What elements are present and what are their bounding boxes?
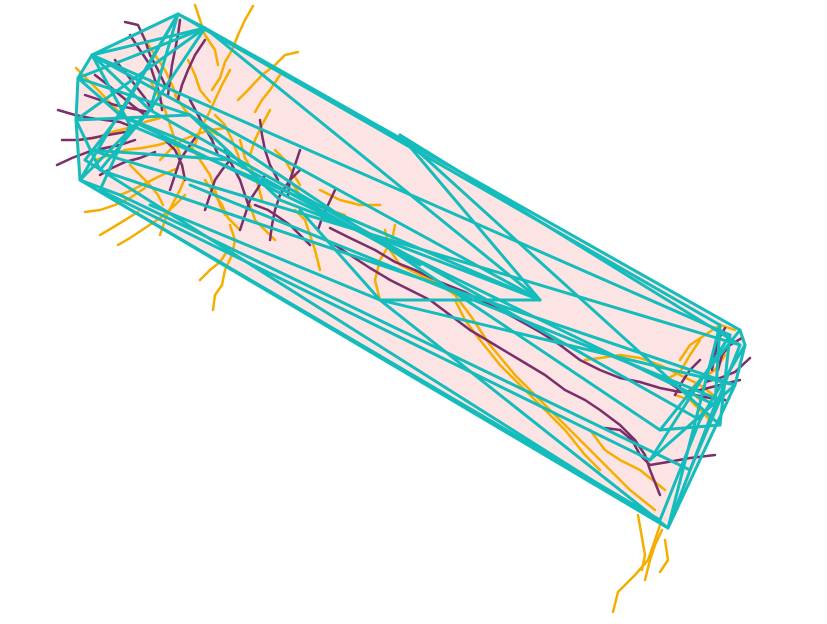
- hull-edge: [398, 133, 742, 347]
- hull-edge: [128, 123, 542, 302]
- orange-fiber: [663, 338, 702, 382]
- orange-fiber: [373, 223, 397, 302]
- hull-edge: [90, 53, 542, 302]
- orange-fiber: [453, 298, 602, 472]
- orange-fiber: [198, 248, 230, 282]
- orange-fiber: [83, 186, 147, 214]
- orange-fiber: [98, 210, 140, 237]
- orange-fiber: [128, 163, 165, 207]
- hull-edge: [278, 198, 542, 302]
- hull-edge: [83, 158, 670, 530]
- orange-fiber: [673, 393, 712, 422]
- orange-fiber: [248, 108, 272, 157]
- hull-edge: [74, 118, 102, 172]
- orange-fiber: [193, 3, 220, 67]
- orange-fiber: [273, 148, 302, 187]
- hull-edge: [90, 53, 132, 127]
- purple-fiber: [83, 93, 150, 114]
- hull-edge: [90, 53, 152, 112]
- hull-edge: [74, 26, 207, 122]
- purple-fiber: [333, 243, 662, 497]
- hull-edge: [148, 12, 180, 112]
- purple-fiber: [128, 33, 164, 112]
- hull-edge: [90, 26, 207, 57]
- hull-edge: [398, 133, 722, 427]
- hull-edge: [74, 113, 192, 122]
- hull-edge: [378, 298, 737, 387]
- hull-edge: [228, 158, 422, 267]
- hull-edge: [203, 26, 542, 302]
- orange-fiber: [611, 523, 662, 614]
- hull-edge: [298, 208, 382, 302]
- purple-fiber: [176, 38, 207, 102]
- orange-fiber: [236, 50, 300, 102]
- orange-fiber: [253, 73, 282, 114]
- orange-fiber: [383, 228, 657, 512]
- hull-edge: [658, 423, 722, 432]
- hull-edge: [713, 323, 722, 407]
- hull-edge: [98, 108, 152, 172]
- hull-edge: [76, 76, 122, 117]
- hull-edge: [148, 26, 207, 112]
- hull-edge: [148, 108, 702, 422]
- orange-fiber: [158, 176, 187, 237]
- hull-edge: [148, 203, 382, 302]
- hull-edge: [648, 383, 737, 462]
- hull-edge: [98, 188, 652, 462]
- orange-fiber: [186, 58, 212, 104]
- hull-edge: [118, 193, 692, 472]
- hull-edge: [698, 343, 747, 422]
- orange-fiber: [643, 528, 664, 582]
- hull-edge: [658, 418, 702, 522]
- orange-fiber: [636, 513, 647, 572]
- hull-edge: [188, 113, 282, 202]
- orange-fiber: [658, 538, 670, 574]
- purple-fiber: [253, 203, 312, 247]
- hull-edge: [688, 398, 722, 472]
- hull-wireframe: [74, 12, 747, 530]
- hull-edge: [98, 123, 132, 192]
- orange-fiber: [318, 188, 382, 207]
- hull-edge: [176, 12, 722, 327]
- hull-edge: [188, 183, 722, 402]
- hull-edge: [718, 333, 732, 427]
- orange-fiber: [588, 428, 667, 492]
- hull-edge: [398, 133, 542, 302]
- purple-fiber: [60, 130, 127, 142]
- hull-edge: [188, 113, 662, 432]
- hull-edge: [118, 12, 180, 117]
- hull-edge: [378, 298, 670, 530]
- hull-edge: [658, 328, 742, 432]
- purple-fiber: [123, 20, 167, 87]
